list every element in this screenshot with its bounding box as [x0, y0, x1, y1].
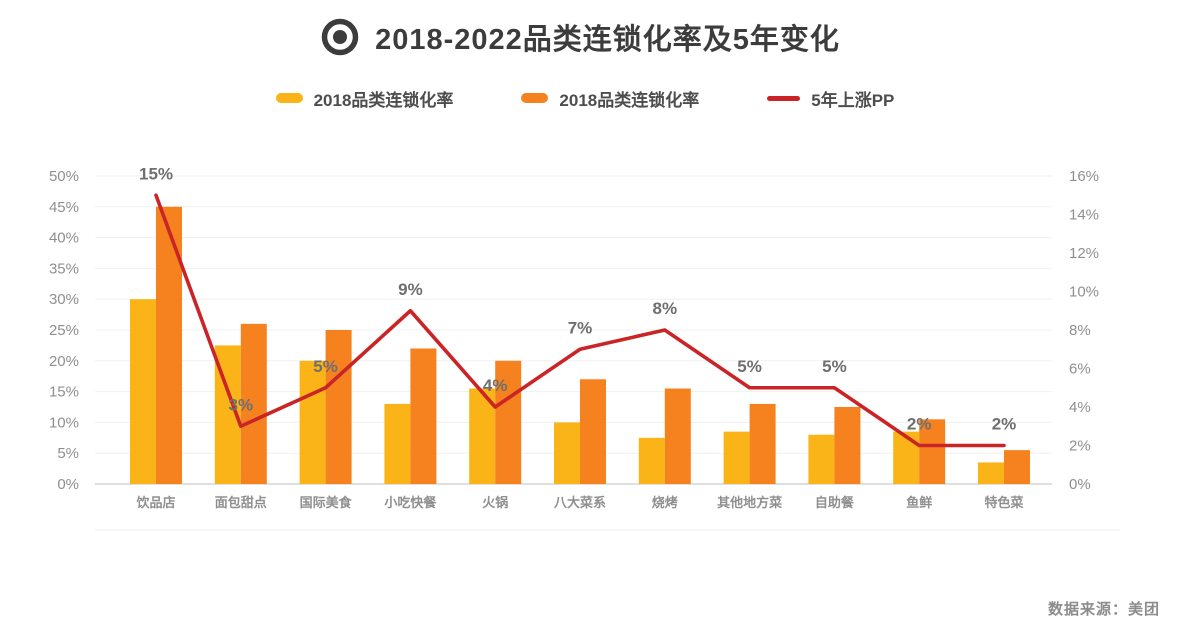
right-axis-tick: 2%: [1069, 438, 1091, 455]
bar-2018-6: [638, 437, 665, 484]
legend-label: 5年上涨PP: [811, 90, 895, 110]
category-label: 烧烤: [652, 495, 678, 510]
left-axis-tick: 40%: [49, 230, 79, 247]
category-label: 饮品店: [135, 495, 175, 510]
bar-2022-9: [919, 419, 946, 484]
line-5yr-change: [154, 193, 1006, 448]
left-axis-tick: 20%: [49, 353, 79, 370]
bullseye-icon: [321, 18, 359, 56]
line-data-label: 5%: [737, 357, 762, 376]
category-label: 自助餐: [815, 495, 855, 510]
line-data-label: 15%: [139, 164, 173, 183]
left-axis-tick: 15%: [49, 384, 79, 401]
bar-2022-10: [1004, 450, 1030, 484]
legend-swatch-orange-bar: [521, 93, 549, 103]
bar-2022-5: [580, 379, 606, 484]
legend-label: 2018品类连锁化率: [559, 90, 700, 110]
right-axis-tick: 4%: [1069, 399, 1091, 416]
bar-2022-0: [156, 206, 182, 485]
line-data-label: 5%: [313, 357, 338, 376]
legend-swatch-yellow-bar: [275, 93, 303, 103]
legend-item-2018-bar: 2018品类连锁化率: [275, 86, 454, 111]
left-axis-tick: 50%: [49, 168, 79, 185]
line-data-label: 9%: [398, 280, 423, 299]
bar-2018-9: [893, 431, 920, 484]
category-label: 特色菜: [984, 495, 1023, 510]
left-axis-tick: 45%: [49, 199, 79, 216]
category-label: 小吃快餐: [384, 495, 437, 510]
bar-2022-2: [325, 330, 352, 484]
bar-2022-4: [495, 360, 522, 484]
legend-label: 2018品类连锁化率: [313, 90, 454, 110]
line-data-label: 2%: [907, 415, 932, 434]
bar-2022-7: [749, 403, 776, 484]
line-data-label: 8%: [653, 299, 678, 318]
category-label: 八大菜系: [553, 495, 606, 510]
legend-swatch-red-line: [767, 95, 801, 101]
right-axis-tick: 12%: [1069, 245, 1099, 262]
chart-header: 2018-2022品类连锁化率及5年变化: [0, 12, 1200, 62]
line-data-label: 5%: [822, 357, 847, 376]
category-label: 面包甜点: [215, 495, 267, 510]
right-axis-tick: 6%: [1069, 361, 1091, 378]
bar-2022-8: [834, 407, 861, 484]
bar-2018-10: [978, 462, 1004, 484]
left-axis-tick: 25%: [49, 322, 79, 339]
bar-2018-2: [299, 360, 326, 484]
bar-2022-6: [664, 388, 691, 484]
bar-2018-0: [130, 299, 156, 484]
bar-2018-7: [723, 431, 750, 484]
bar-2018-5: [554, 422, 580, 484]
bar-2018-3: [384, 403, 411, 484]
line-data-label: 7%: [568, 318, 593, 337]
legend-item-5yr-line: 5年上涨PP: [767, 86, 894, 111]
left-axis-tick: 30%: [49, 291, 79, 308]
bar-2022-1: [240, 323, 267, 484]
right-axis-tick: 16%: [1069, 168, 1099, 185]
right-axis-tick: 10%: [1069, 284, 1099, 301]
right-axis-tick: 0%: [1069, 476, 1091, 493]
bar-2022-3: [410, 348, 437, 484]
left-axis-tick: 5%: [57, 445, 79, 462]
category-label: 其他地方菜: [717, 495, 782, 510]
left-axis-tick: 0%: [57, 476, 79, 493]
category-label: 鱼鲜: [906, 495, 932, 510]
chart-legend: 2018品类连锁化率 2018品类连锁化率 5年上涨PP: [0, 82, 1200, 114]
category-label: 火锅: [482, 495, 508, 510]
line-data-label: 3%: [229, 395, 254, 414]
bar-2018-8: [808, 434, 835, 484]
page-title: 2018-2022品类连锁化率及5年变化: [375, 24, 840, 56]
right-axis-tick: 8%: [1069, 322, 1091, 339]
left-axis-tick: 35%: [49, 260, 79, 277]
left-axis-tick: 10%: [49, 414, 79, 431]
right-axis-tick: 14%: [1069, 207, 1099, 224]
data-source: 数据来源：美团: [1047, 601, 1160, 618]
line-data-label: 2%: [992, 415, 1017, 434]
line-data-label: 4%: [483, 376, 508, 395]
legend-item-2022-bar: 2018品类连锁化率: [521, 86, 699, 111]
category-label: 国际美食: [300, 495, 353, 510]
